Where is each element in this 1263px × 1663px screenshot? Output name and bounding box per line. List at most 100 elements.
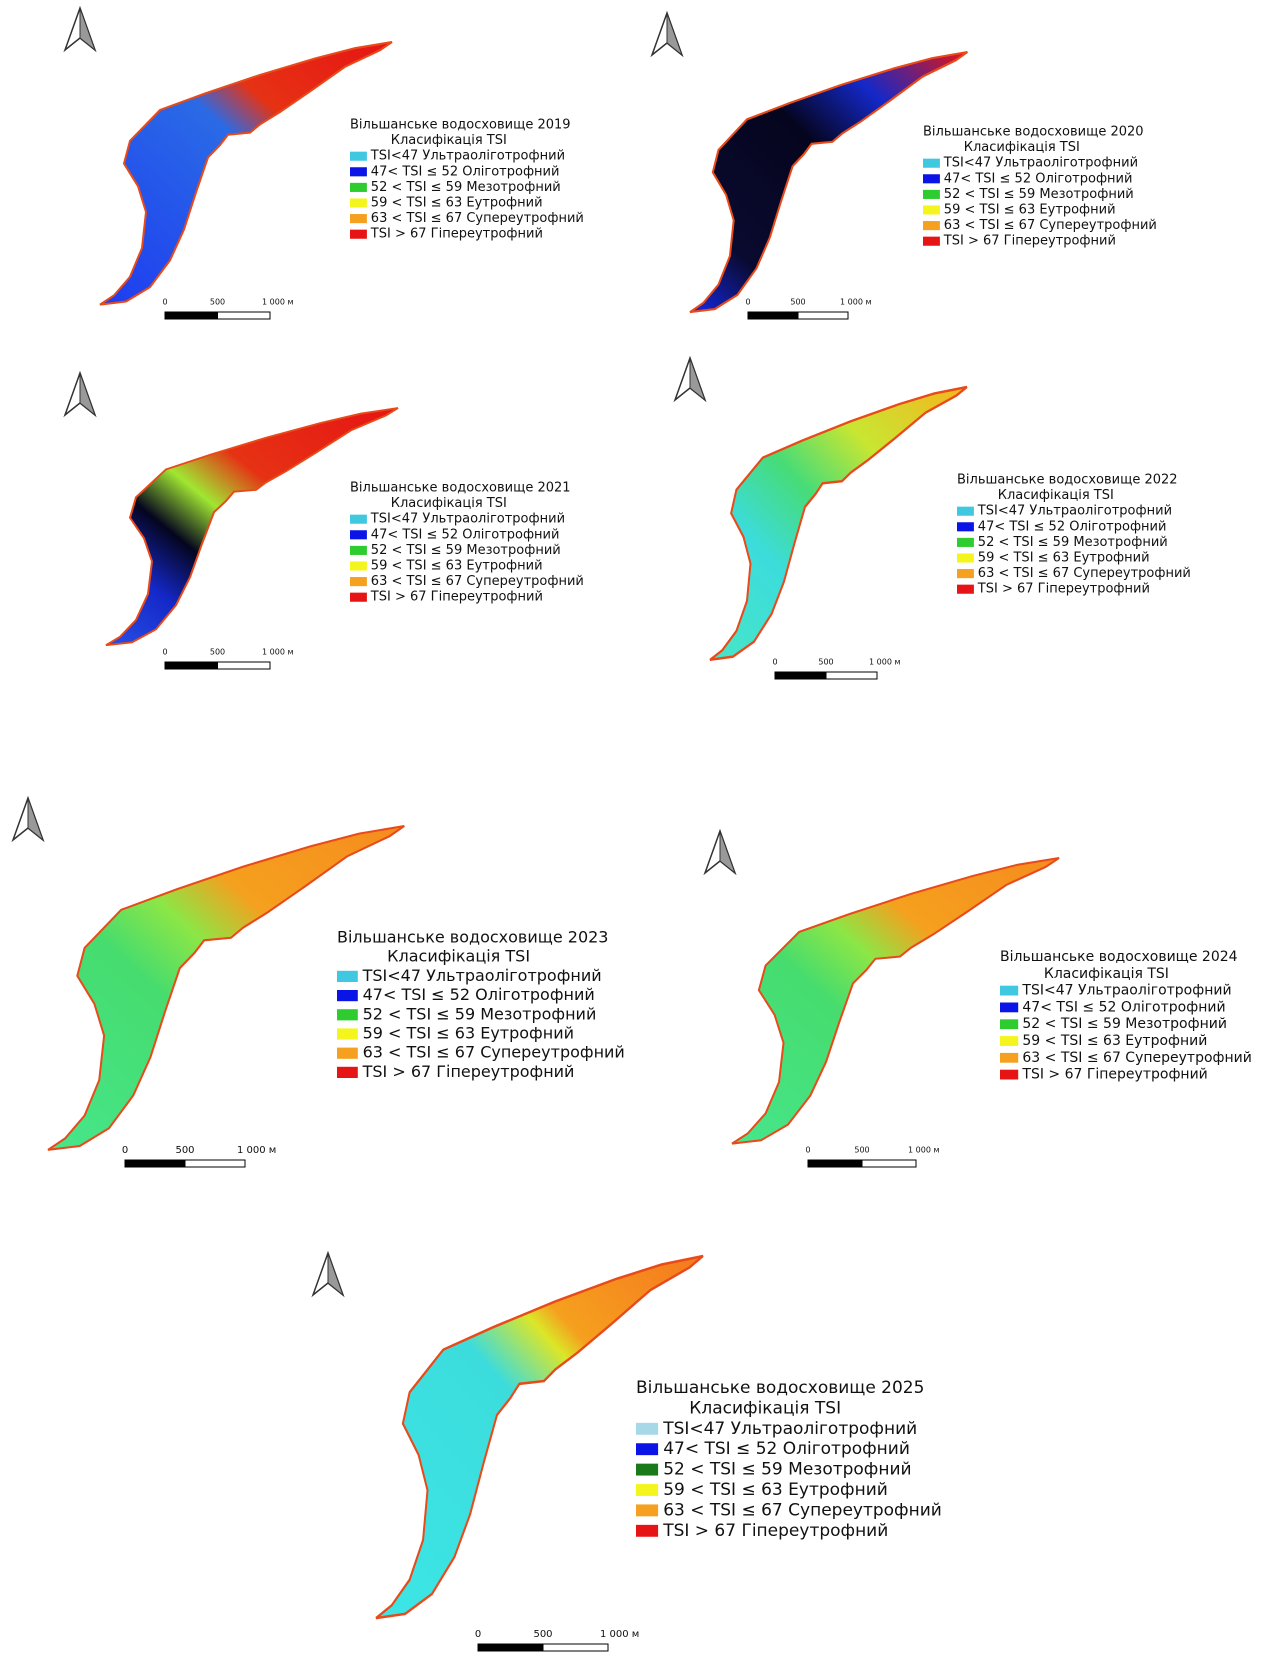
reservoir (105, 407, 399, 647)
north-arrow-half (719, 830, 737, 875)
legend-label: 59 < TSI ≤ 63 Еутрофний (944, 203, 1116, 218)
scale-label: 500 (790, 298, 805, 307)
north-arrow-half (79, 7, 97, 52)
legend-label: TSI > 67 Гіпереутрофний (370, 590, 543, 605)
scale-label: 1 000 м (237, 1145, 276, 1156)
scale-label: 500 (533, 1629, 552, 1640)
legend-swatch (350, 167, 367, 177)
scale-label: 500 (210, 298, 225, 307)
legend-subtitle: Класифікація TSI (387, 947, 530, 966)
scale-bar-black (747, 311, 799, 320)
scale-bar-white (825, 671, 878, 680)
legend-subtitle: Класифікація TSI (391, 133, 507, 148)
legend-label: 59 < TSI ≤ 63 Еутрофний (978, 551, 1150, 566)
scale-label: 0 (745, 298, 750, 307)
legend-swatch (350, 577, 367, 587)
scale-label: 1 000 м (600, 1629, 639, 1640)
legend-label: 47< TSI ≤ 52 Оліготрофний (371, 527, 560, 542)
scale-bar-white (217, 311, 271, 320)
legend-swatch (350, 214, 367, 224)
map-panel: Вільшанське водосховище 2024Класифікація… (703, 828, 1252, 1168)
scale-label: 500 (175, 1145, 194, 1156)
legend-swatch (636, 1504, 659, 1517)
legend-swatch (957, 522, 974, 532)
scale-label: 0 (162, 648, 167, 657)
legend-title: Вільшанське водосховище 2019 (350, 118, 571, 133)
legend-label: 63 < TSI ≤ 67 Супереутрофний (363, 1043, 625, 1062)
legend-label: 52 < TSI ≤ 59 Мезотрофний (944, 187, 1134, 202)
legend-swatch (957, 584, 974, 594)
reservoir (99, 40, 393, 306)
legend-swatch (923, 158, 940, 168)
legend-swatch (337, 970, 358, 982)
legend-swatch (923, 236, 940, 246)
legend-label: TSI > 67 Гіпереутрофний (370, 227, 543, 242)
scale-bar-white (184, 1159, 246, 1168)
legend-label: TSI<47 Ультраоліготрофний (662, 1419, 917, 1439)
legend-swatch (337, 990, 358, 1002)
north-arrow (63, 5, 97, 53)
scale-bar-black (807, 1159, 863, 1168)
scale-bar-white (861, 1159, 917, 1168)
legend-swatch (337, 1066, 358, 1078)
legend-swatch (636, 1524, 659, 1537)
legend-label: TSI > 67 Гіпереутрофний (1021, 1067, 1207, 1083)
scale-bar-white (797, 311, 849, 320)
map-panel: Вільшанське водосховище 2023Класифікація… (11, 795, 625, 1168)
scale-label: 1 000 м (908, 1146, 939, 1155)
legend-label: 52 < TSI ≤ 59 Мезотрофний (371, 180, 561, 195)
legend-label: 59 < TSI ≤ 63 Еутрофний (371, 196, 543, 211)
scale-bar-black (124, 1159, 186, 1168)
reservoir (731, 857, 1060, 1145)
north-arrow-half (27, 797, 45, 842)
map-panel: Вільшанське водосховище 2021Класифікація… (63, 370, 584, 670)
legend-swatch (337, 1028, 358, 1040)
scale-label: 500 (854, 1146, 869, 1155)
legend-swatch (1000, 1002, 1019, 1013)
legend-label: 63 < TSI ≤ 67 Супереутрофний (371, 211, 584, 226)
legend-subtitle: Класифікація TSI (391, 496, 507, 511)
scale-bar-black (164, 661, 218, 670)
map-panel: Вільшанське водосховище 2022Класифікація… (673, 355, 1191, 680)
legend-label: TSI<47 Ультраоліготрофний (362, 966, 602, 985)
legend-swatch (350, 198, 367, 208)
legend-label: 52 < TSI ≤ 59 Мезотрофний (363, 1004, 597, 1023)
north-arrow (311, 1250, 345, 1298)
legend-label: TSI<47 Ультраоліготрофний (1021, 983, 1231, 999)
legend-label: TSI<47 Ультраоліготрофний (977, 504, 1172, 519)
legend-label: TSI > 67 Гіпереутрофний (977, 582, 1150, 597)
legend-swatch (636, 1443, 659, 1456)
legend-subtitle: Класифікація TSI (1044, 966, 1169, 982)
legend-label: 47< TSI ≤ 52 Оліготрофний (663, 1439, 910, 1459)
legend-title: Вільшанське водосховище 2024 (1000, 949, 1238, 965)
legend-title: Вільшанське водосховище 2020 (923, 125, 1144, 140)
legend-label: 63 < TSI ≤ 67 Супереутрофний (978, 566, 1191, 581)
legend-label: 59 < TSI ≤ 63 Еутрофний (663, 1480, 888, 1500)
scale-bar-black (164, 311, 218, 320)
legend-swatch (923, 189, 940, 199)
legend-label: TSI<47 Ультраоліготрофний (370, 149, 565, 164)
legend-swatch (350, 561, 367, 571)
scale-label: 0 (772, 658, 777, 667)
legend-subtitle: Класифікація TSI (689, 1398, 841, 1418)
legend-swatch (1000, 1052, 1019, 1063)
legend-swatch (1000, 985, 1019, 996)
north-arrow-half (689, 357, 707, 402)
scale-bar-white (542, 1643, 609, 1652)
scale-label: 0 (162, 298, 167, 307)
scale-label: 1 000 м (840, 298, 871, 307)
legend-swatch (350, 530, 367, 540)
scale-label: 1 000 м (869, 658, 900, 667)
legend-swatch (1000, 1036, 1019, 1046)
north-arrow-half (666, 12, 684, 57)
legend-swatch (957, 569, 974, 579)
legend-label: 63 < TSI ≤ 67 Супереутрофний (1022, 1050, 1251, 1066)
scale-bar-black (477, 1643, 544, 1652)
scale-bar-black (774, 671, 827, 680)
reservoir (47, 824, 405, 1151)
scale-label: 1 000 м (262, 648, 293, 657)
legend-label: 63 < TSI ≤ 67 Супереутрофний (663, 1500, 942, 1520)
legend-swatch (337, 1009, 358, 1021)
legend-label: 47< TSI ≤ 52 Оліготрофний (944, 171, 1133, 186)
